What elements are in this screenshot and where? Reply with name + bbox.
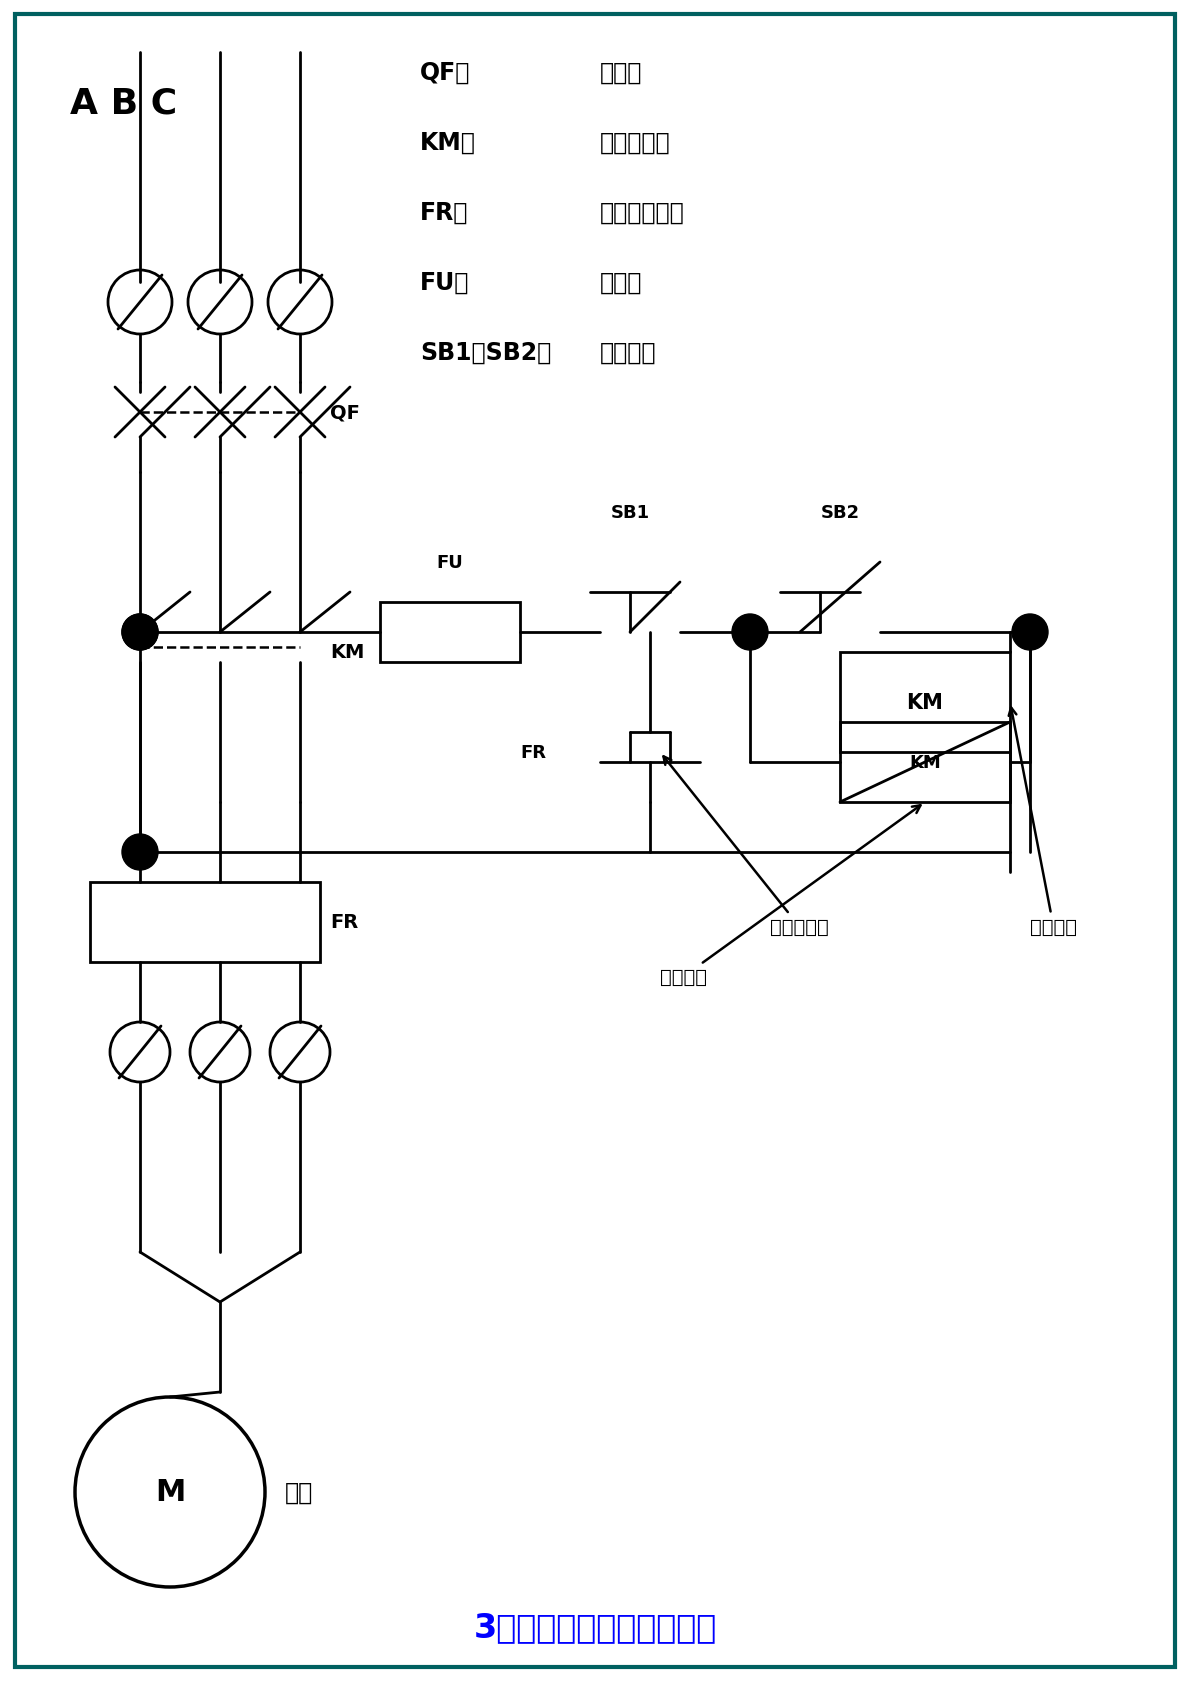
Text: 交流接触器: 交流接触器: [600, 131, 671, 155]
Bar: [380, 602, 520, 663]
Text: SB2: SB2: [820, 503, 859, 521]
Circle shape: [732, 614, 768, 651]
Text: KM: KM: [330, 643, 364, 663]
Text: QF: QF: [330, 404, 359, 422]
Text: A B C: A B C: [70, 86, 177, 119]
Text: FU：: FU：: [420, 271, 469, 294]
Text: FR: FR: [330, 913, 358, 932]
Text: QF：: QF：: [420, 61, 470, 86]
Circle shape: [123, 614, 158, 651]
Text: 断路器: 断路器: [600, 61, 643, 86]
Text: FR：: FR：: [420, 200, 469, 225]
Text: 自锁触点: 自锁触点: [660, 806, 921, 986]
Text: 吸合线圈: 吸合线圈: [1009, 708, 1077, 937]
Text: FR: FR: [520, 743, 546, 762]
Text: 保险丝: 保险丝: [600, 271, 643, 294]
Bar: [840, 653, 1010, 752]
Circle shape: [123, 834, 158, 871]
Text: 3相电机启、停控制接线图: 3相电机启、停控制接线图: [474, 1611, 716, 1643]
Bar: [840, 723, 1010, 802]
Text: KM：: KM：: [420, 131, 476, 155]
Text: 电机: 电机: [284, 1480, 313, 1504]
Text: 热过载保护: 热过载保护: [664, 757, 828, 937]
Circle shape: [1012, 614, 1048, 651]
Text: M: M: [155, 1477, 186, 1507]
Text: FU: FU: [437, 553, 463, 572]
Text: 启停按钮: 启停按钮: [600, 341, 657, 365]
Bar: [90, 883, 320, 962]
Circle shape: [123, 614, 158, 651]
Text: 热过载继电器: 热过载继电器: [600, 200, 684, 225]
Text: SB1: SB1: [610, 503, 650, 521]
Text: KM: KM: [907, 693, 944, 713]
Text: KM: KM: [909, 754, 941, 772]
Text: SB1、SB2：: SB1、SB2：: [420, 341, 551, 365]
